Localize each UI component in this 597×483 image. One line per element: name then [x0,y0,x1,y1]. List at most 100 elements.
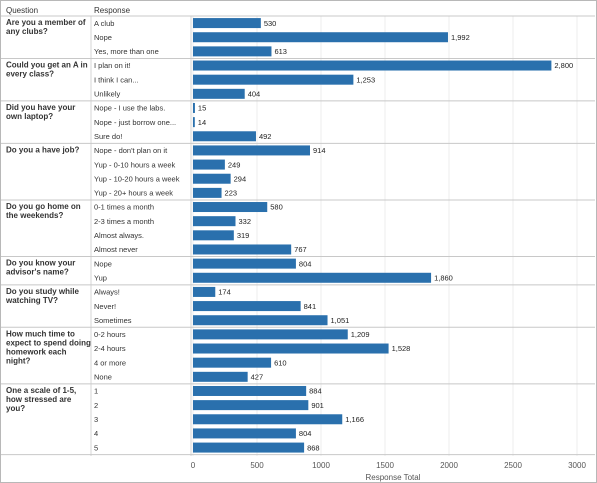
bar [193,329,348,340]
response-label: Almost always. [94,231,144,240]
bar-value-label: 1,253 [356,75,375,84]
bar-value-label: 580 [270,203,283,212]
bar [193,428,296,439]
x-tick-label: 0 [191,461,196,470]
x-tick-label: 500 [250,461,264,470]
bar-value-label: 492 [259,132,272,141]
bar-value-label: 249 [228,160,241,169]
response-label: Yes, more than one [94,47,159,56]
question-label: any clubs? [6,27,48,36]
bar-value-label: 868 [307,443,320,452]
bar-value-label: 294 [234,174,247,183]
response-label: I plan on it! [94,61,131,70]
bar-value-label: 610 [274,358,287,367]
bar-value-label: 332 [238,217,251,226]
bar [193,74,354,85]
bar [193,272,432,283]
bar [193,131,256,142]
question-label: homework each [6,347,67,356]
response-label: Unlikely [94,90,121,99]
x-tick-label: 1500 [376,461,394,470]
bar [193,88,245,99]
response-label: Nope [94,33,112,42]
bar [193,414,343,425]
bar [193,202,268,213]
bar [193,385,307,396]
response-label: Yup [94,273,107,282]
x-axis: 0 500 1000 1500 2000 2500 3000 [191,461,587,470]
response-label: Almost never [94,245,138,254]
bar [193,102,195,113]
question-label: watching TV? [5,296,58,305]
bar-value-label: 1,209 [351,330,370,339]
question-label: Are you a member of [6,18,86,27]
bar [193,145,310,156]
bar [193,187,222,198]
bar-value-label: 319 [237,231,250,240]
response-label: 4 or more [94,358,126,367]
bar [193,18,261,29]
response-label: Never! [94,302,116,311]
x-tick-label: 2000 [440,461,458,470]
question-label: own laptop? [6,112,53,121]
response-label: 3 [94,415,98,424]
question-label: you? [6,404,25,413]
bar-value-label: 1,528 [392,344,411,353]
question-label: Could you get an A in [6,60,88,69]
bar-value-label: 884 [309,387,322,396]
question-label: One a scale of 1-5, [6,386,76,395]
response-label: 4 [94,429,98,438]
question-column-header: Question [6,6,38,15]
response-label: 1 [94,387,98,396]
response-label: 2 [94,401,98,410]
bar-value-label: 901 [311,401,324,410]
bar [193,371,248,382]
bar-value-label: 1,166 [345,415,364,424]
response-label: Yup - 10-20 hours a week [94,174,180,183]
bar-value-label: 1,051 [331,316,350,325]
response-label: 0-2 hours [94,330,126,339]
question-label: night? [6,356,31,365]
response-label: Nope - I use the labs. [94,104,165,113]
x-tick-label: 1000 [312,461,330,470]
response-label: Yup - 0-10 hours a week [94,160,176,169]
response-column-header: Response [94,6,131,15]
question-label: Do you go home on [6,202,81,211]
response-label: 2-4 hours [94,344,126,353]
bar-value-label: 2,800 [554,61,573,70]
response-label: None [94,373,112,382]
bar [193,286,216,297]
bar-value-label: 804 [299,259,312,268]
bar [193,46,272,57]
bar-value-label: 841 [304,302,317,311]
bar [193,117,195,128]
question-label: Do you a have job? [6,145,79,154]
response-label: Always! [94,288,120,297]
x-tick-label: 2500 [504,461,522,470]
bar [193,60,552,71]
response-label: 5 [94,443,98,452]
bar [193,400,309,411]
response-label: I think I can... [94,75,139,84]
bar [193,159,225,170]
response-label: Nope - don't plan on it [94,146,168,155]
bar-value-label: 1,860 [434,273,453,282]
response-label: 0-1 times a month [94,203,154,212]
bar-value-label: 15 [198,104,206,113]
bar [193,230,234,241]
response-label: Sure do! [94,132,122,141]
bar-value-label: 530 [264,19,277,28]
response-label: Nope [94,259,112,268]
bar-value-label: 1,992 [451,33,470,42]
bar [193,32,448,43]
